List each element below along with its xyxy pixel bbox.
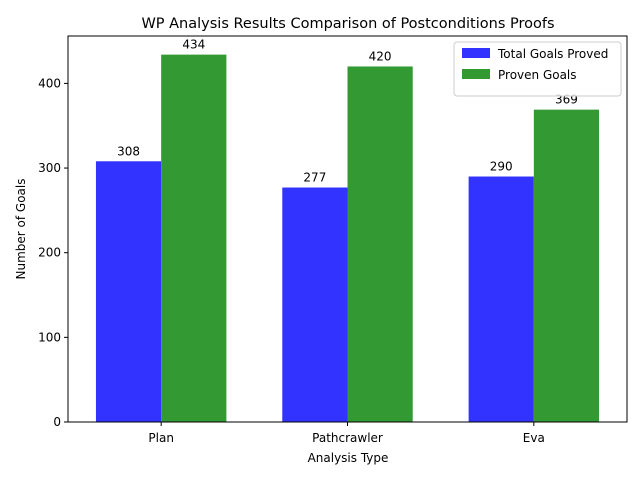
y-tick-label: 400 (38, 76, 61, 90)
bar-value-label: 290 (490, 160, 513, 174)
x-tick-label: Eva (523, 431, 545, 445)
bar-proven-goals-plan (161, 54, 227, 423)
legend-frame (453, 41, 622, 97)
legend-swatch (462, 48, 490, 58)
legend-label: Total Goals Proved (497, 47, 608, 61)
y-tick-label: 300 (38, 161, 61, 175)
bar-proven-goals-pathcrawler (347, 66, 413, 422)
y-ticks: 0 100 200 300 400 (38, 76, 68, 429)
x-tick-label: Plan (148, 431, 174, 445)
bar-proven-goals-eva (533, 109, 600, 422)
legend-swatch (462, 69, 490, 79)
legend: Total Goals Proved Proven Goals (453, 41, 622, 97)
bar-value-label: 277 (303, 171, 326, 185)
chart-title: WP Analysis Results Comparison of Postco… (141, 16, 554, 32)
bar-total-goals-proved-eva (468, 176, 534, 422)
bar-total-goals-proved-plan (95, 161, 162, 422)
y-tick-label: 200 (38, 246, 61, 260)
x-tick-label: Pathcrawler (312, 431, 383, 445)
x-axis-label: Analysis Type (308, 451, 389, 465)
y-tick-label: 100 (38, 330, 61, 344)
bar-value-label: 420 (369, 49, 392, 63)
x-ticks: Plan Pathcrawler Eva (148, 422, 545, 445)
y-axis-label: Number of Goals (14, 179, 28, 280)
y-tick-label: 0 (53, 415, 61, 429)
bar-value-label: 308 (117, 144, 140, 158)
legend-label: Proven Goals (498, 68, 577, 82)
bar-total-goals-proved-pathcrawler (282, 187, 348, 422)
bar-value-label: 434 (182, 38, 205, 52)
